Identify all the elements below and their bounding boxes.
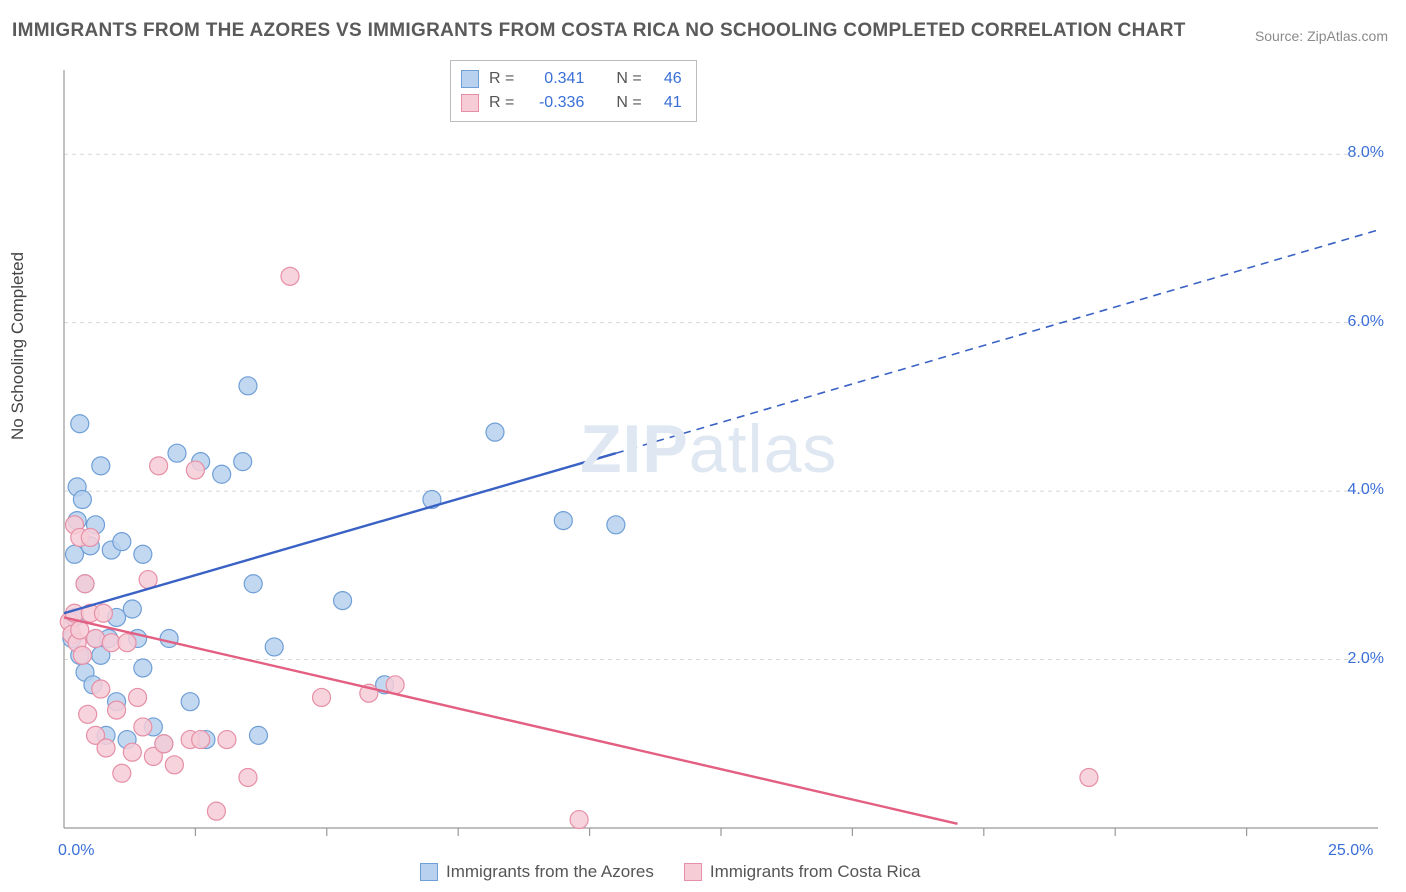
y-tick-label: 2.0% [1348, 650, 1384, 668]
r-label: R = [489, 91, 514, 115]
y-tick-label: 4.0% [1348, 481, 1384, 499]
legend-row-azores: R = 0.341 N = 46 [461, 67, 682, 91]
legend-swatch-costarica [461, 94, 479, 112]
source-attribution: Source: ZipAtlas.com [1255, 28, 1388, 44]
legend-swatch-azores [420, 863, 438, 881]
n-value-costarica: 41 [652, 91, 682, 115]
n-label: N = [616, 67, 641, 91]
r-label: R = [489, 67, 514, 91]
legend-label-azores: Immigrants from the Azores [446, 862, 654, 882]
n-label: N = [616, 91, 641, 115]
source-name: ZipAtlas.com [1307, 28, 1388, 44]
legend-swatch-azores [461, 70, 479, 88]
chart-area [52, 58, 1392, 838]
legend-item-costarica: Immigrants from Costa Rica [684, 862, 921, 882]
y-tick-label: 6.0% [1348, 313, 1384, 331]
x-tick-label: 25.0% [1328, 842, 1373, 860]
chart-title: IMMIGRANTS FROM THE AZORES VS IMMIGRANTS… [12, 20, 1186, 42]
n-value-azores: 46 [652, 67, 682, 91]
legend-item-azores: Immigrants from the Azores [420, 862, 654, 882]
scatter-chart [52, 58, 1392, 838]
source-label: Source: [1255, 28, 1307, 44]
y-axis-label: No Schooling Completed [8, 252, 28, 440]
legend-label-costarica: Immigrants from Costa Rica [710, 862, 921, 882]
r-value-costarica: -0.336 [524, 91, 584, 115]
legend-swatch-costarica [684, 863, 702, 881]
correlation-legend: R = 0.341 N = 46 R = -0.336 N = 41 [450, 60, 697, 122]
x-tick-label: 0.0% [58, 842, 94, 860]
legend-row-costarica: R = -0.336 N = 41 [461, 91, 682, 115]
y-tick-label: 8.0% [1348, 144, 1384, 162]
series-legend: Immigrants from the Azores Immigrants fr… [420, 862, 921, 882]
r-value-azores: 0.341 [524, 67, 584, 91]
